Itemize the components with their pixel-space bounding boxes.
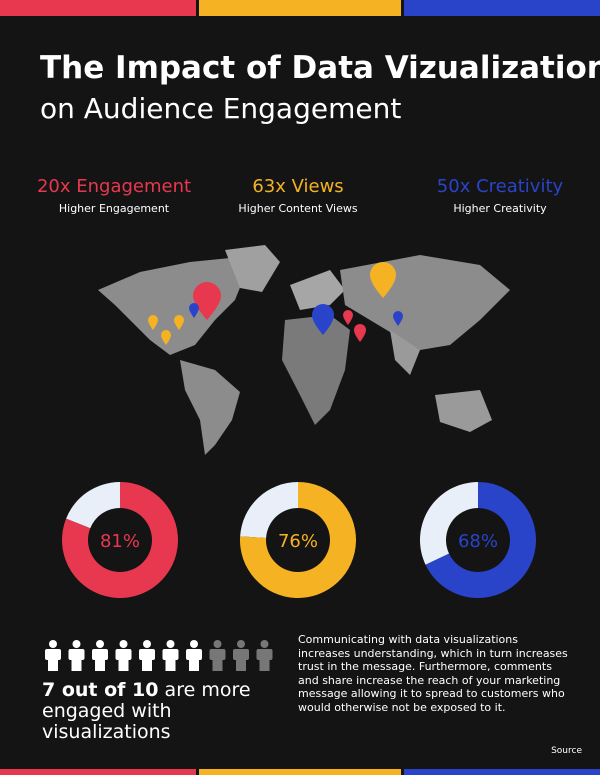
person-icon bbox=[115, 640, 132, 671]
top-bar bbox=[404, 0, 600, 16]
person-head bbox=[119, 640, 128, 648]
people-headline: 7 out of 10 bbox=[42, 679, 159, 701]
people-caption: 7 out of 10 are more engaged with visual… bbox=[42, 680, 282, 743]
person-body bbox=[209, 649, 226, 660]
person-legs bbox=[259, 658, 270, 671]
person-legs bbox=[71, 658, 82, 671]
person-legs bbox=[95, 658, 105, 671]
person-legs bbox=[212, 658, 223, 671]
person-icon bbox=[68, 640, 85, 671]
stat-caption: Higher Engagement bbox=[58, 202, 170, 215]
bottom-bar bbox=[199, 769, 401, 775]
stat-headline: 50x Creativity bbox=[436, 176, 564, 197]
person-body bbox=[256, 649, 273, 660]
person-legs bbox=[189, 658, 199, 671]
donut-rest bbox=[240, 482, 298, 538]
stat-headline: 63x Views bbox=[252, 176, 344, 197]
donut-label: 68% bbox=[458, 531, 498, 552]
person-icon bbox=[209, 640, 226, 671]
donut-label: 76% bbox=[278, 531, 318, 552]
person-icon bbox=[162, 640, 179, 671]
person-head bbox=[143, 640, 151, 648]
stat-caption: Higher Creativity bbox=[453, 202, 547, 215]
person-icon bbox=[233, 640, 249, 671]
bottom-bar bbox=[404, 769, 600, 775]
person-icon bbox=[186, 640, 202, 671]
person-body bbox=[92, 649, 108, 660]
donut-rest bbox=[66, 482, 120, 529]
stat: 50x Creativity Higher Creativity bbox=[400, 176, 600, 215]
person-body bbox=[139, 649, 155, 660]
person-body bbox=[162, 649, 179, 660]
person-head bbox=[190, 640, 198, 648]
source: Source bbox=[551, 746, 582, 756]
person-head bbox=[72, 640, 81, 648]
person-body bbox=[45, 649, 61, 660]
person-head bbox=[49, 640, 57, 648]
person-head bbox=[260, 640, 269, 648]
stat: 63x Views Higher Content Views bbox=[198, 176, 398, 215]
person-head bbox=[213, 640, 222, 648]
donut-segment bbox=[425, 482, 536, 598]
person-legs bbox=[236, 658, 246, 671]
person-body bbox=[186, 649, 202, 660]
person-legs bbox=[48, 658, 58, 671]
person-body bbox=[68, 649, 85, 660]
person-legs bbox=[142, 658, 152, 671]
top-bar bbox=[199, 0, 401, 16]
stat: 20x Engagement Higher Engagement bbox=[14, 176, 214, 215]
person-head bbox=[96, 640, 104, 648]
title: The Impact of Data Vizualization bbox=[40, 50, 600, 86]
person-head bbox=[237, 640, 245, 648]
donut-segment bbox=[240, 482, 357, 598]
map-pins bbox=[148, 262, 403, 345]
world-map bbox=[98, 245, 510, 455]
person-legs bbox=[118, 658, 129, 671]
donut-segment bbox=[62, 482, 179, 598]
bottom-bar bbox=[0, 769, 196, 775]
top-bar bbox=[0, 0, 196, 16]
subtitle: on Audience Engagement bbox=[40, 92, 402, 125]
stat-headline: 20x Engagement bbox=[36, 176, 192, 197]
stat-caption: Higher Content Views bbox=[238, 202, 358, 215]
person-head bbox=[166, 640, 175, 648]
person-icon bbox=[256, 640, 273, 671]
people-text: are more engaged with visualizations bbox=[42, 679, 251, 743]
donut-rest bbox=[420, 482, 478, 565]
paragraph: Communicating with data visualizations i… bbox=[298, 633, 568, 714]
person-legs bbox=[165, 658, 176, 671]
person-icon bbox=[92, 640, 108, 671]
person-icon bbox=[139, 640, 155, 671]
person-body bbox=[233, 649, 249, 660]
person-icon bbox=[45, 640, 61, 671]
person-body bbox=[115, 649, 132, 660]
donut-label: 81% bbox=[100, 531, 140, 552]
